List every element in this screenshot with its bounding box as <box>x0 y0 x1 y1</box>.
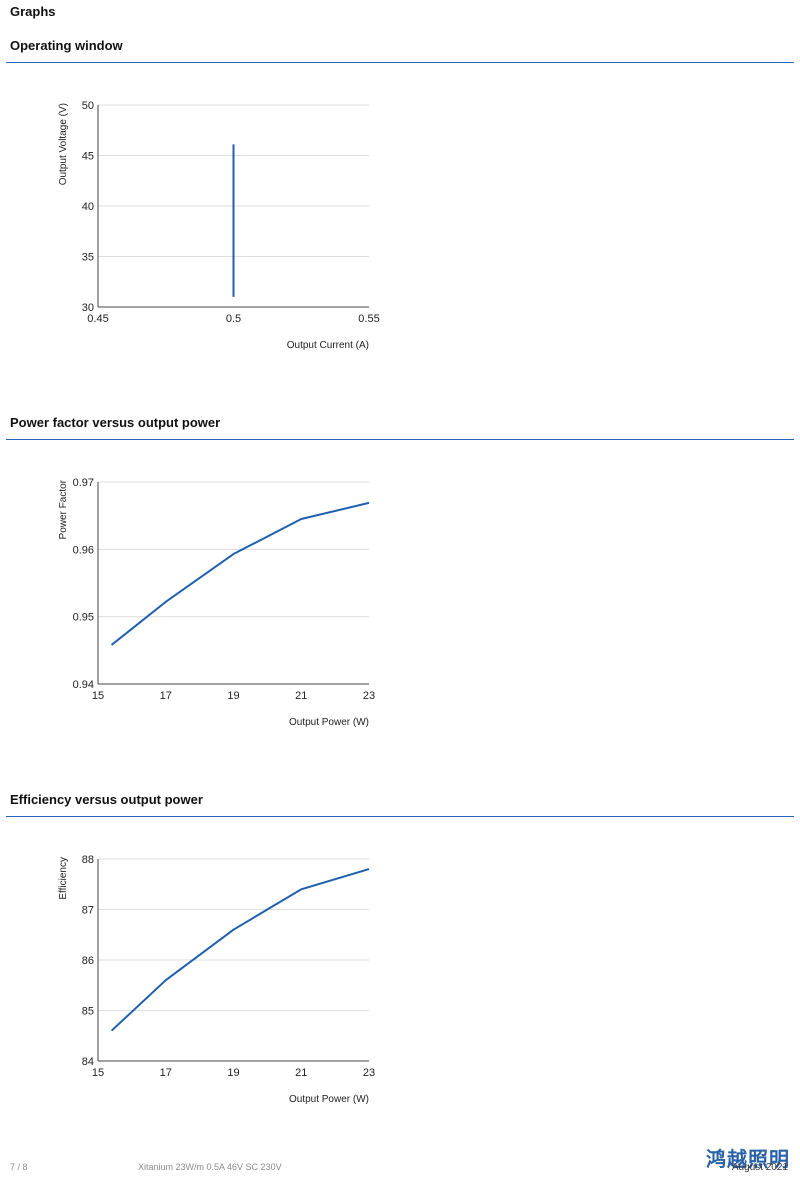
x-axis-label: Output Current (A) <box>287 340 369 351</box>
series-line <box>110 868 370 1032</box>
y-tick-label: 84 <box>82 1056 94 1068</box>
section-divider <box>6 439 794 440</box>
x-tick-label: 0.55 <box>358 313 379 325</box>
y-tick-label: 0.97 <box>73 477 94 489</box>
y-tick-label: 40 <box>82 201 94 213</box>
y-tick-label: 87 <box>82 905 94 917</box>
y-tick-label: 30 <box>82 302 94 314</box>
x-tick-label: 21 <box>295 690 307 702</box>
y-tick-label: 86 <box>82 955 94 967</box>
x-tick-label: 15 <box>92 1067 104 1079</box>
chart-operating-window: 30 35 40 45 50 0.45 0.5 0.55 Output Current (A) O… <box>58 100 380 351</box>
x-tick-label: 15 <box>92 690 104 702</box>
y-tick-label: 0.96 <box>73 544 94 556</box>
footer-date: August 2021 <box>731 1162 788 1173</box>
y-tick-label: 45 <box>82 151 94 163</box>
x-tick-label: 19 <box>227 1067 239 1079</box>
series-line <box>110 501 370 646</box>
y-axis-label: Output Voltage (V) <box>58 103 69 185</box>
x-tick-label: 21 <box>295 1067 307 1079</box>
section-title-power-factor: Power factor versus output power <box>10 415 221 430</box>
footer-product-name: Xitanium 23W/m 0.5A 46V SC 230V <box>138 1162 282 1172</box>
page-heading: Graphs <box>10 4 56 19</box>
section-title-operating-window: Operating window <box>10 38 123 53</box>
x-tick-label: 0.45 <box>87 313 108 325</box>
chart-efficiency: 84 85 86 87 88 15 17 19 21 23 Output Power (W) Effi… <box>58 854 375 1105</box>
x-tick-label: 17 <box>160 1067 172 1079</box>
section-divider <box>6 62 794 63</box>
y-tick-label: 0.94 <box>73 679 94 691</box>
section-divider <box>6 816 794 817</box>
y-tick-label: 88 <box>82 854 94 866</box>
x-axis-label: Output Power (W) <box>289 717 369 728</box>
y-axis-label: Efficiency <box>58 857 69 900</box>
y-tick-label: 85 <box>82 1006 94 1018</box>
y-axis-label: Power Factor <box>58 479 69 539</box>
section-title-efficiency: Efficiency versus output power <box>10 792 203 807</box>
y-tick-label: 35 <box>82 252 94 264</box>
x-tick-label: 23 <box>363 690 375 702</box>
y-tick-label: 50 <box>82 100 94 112</box>
x-tick-label: 23 <box>363 1067 375 1079</box>
y-tick-label: 0.95 <box>73 612 94 624</box>
x-tick-label: 17 <box>160 690 172 702</box>
x-tick-label: 19 <box>227 690 239 702</box>
x-tick-label: 0.5 <box>226 313 241 325</box>
footer-page-number: 7 / 8 <box>10 1162 28 1172</box>
footer-brand-logo: 鸿越照明 <box>706 1147 790 1171</box>
chart-power-factor: 0.94 0.95 0.96 0.97 15 17 19 21 23 Output Power (… <box>58 477 375 728</box>
x-axis-label: Output Power (W) <box>289 1094 369 1105</box>
